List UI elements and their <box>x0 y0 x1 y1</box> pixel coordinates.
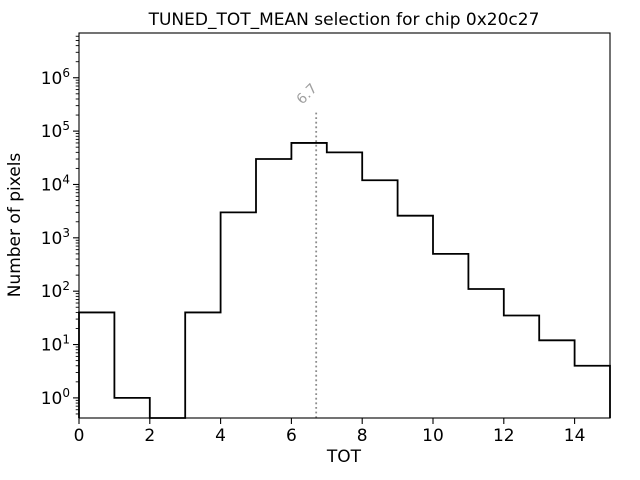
x-tick-label: 2 <box>144 426 155 446</box>
x-tick-label: 14 <box>564 426 586 446</box>
y-tick-label: 101 <box>41 333 70 356</box>
chart-title: TUNED_TOT_MEAN selection for chip 0x20c2… <box>148 10 540 30</box>
plot-area: 0 2 4 6 8 10 12 14 100 101 102 103 104 105 106 6.7 <box>41 32 611 446</box>
x-tick-label: 4 <box>215 426 226 446</box>
x-tick-label: 8 <box>357 426 368 446</box>
x-tick-label: 10 <box>422 426 444 446</box>
y-tick-label: 102 <box>41 279 70 302</box>
threshold-label: 6.7 <box>294 81 321 108</box>
y-tick-label: 104 <box>41 172 70 195</box>
x-axis-label: TOT <box>326 447 362 467</box>
x-tick-label: 12 <box>493 426 515 446</box>
x-tick-label: 6 <box>286 426 297 446</box>
histogram-step-line <box>78 142 611 419</box>
x-tick-label: 0 <box>74 426 85 446</box>
y-tick-label: 106 <box>41 66 70 89</box>
plot-border <box>78 32 611 419</box>
y-tick-label: 103 <box>41 226 70 249</box>
y-axis-label: Number of pixels <box>5 153 25 298</box>
y-tick-label: 100 <box>41 386 70 409</box>
y-tick-label: 105 <box>41 119 70 142</box>
